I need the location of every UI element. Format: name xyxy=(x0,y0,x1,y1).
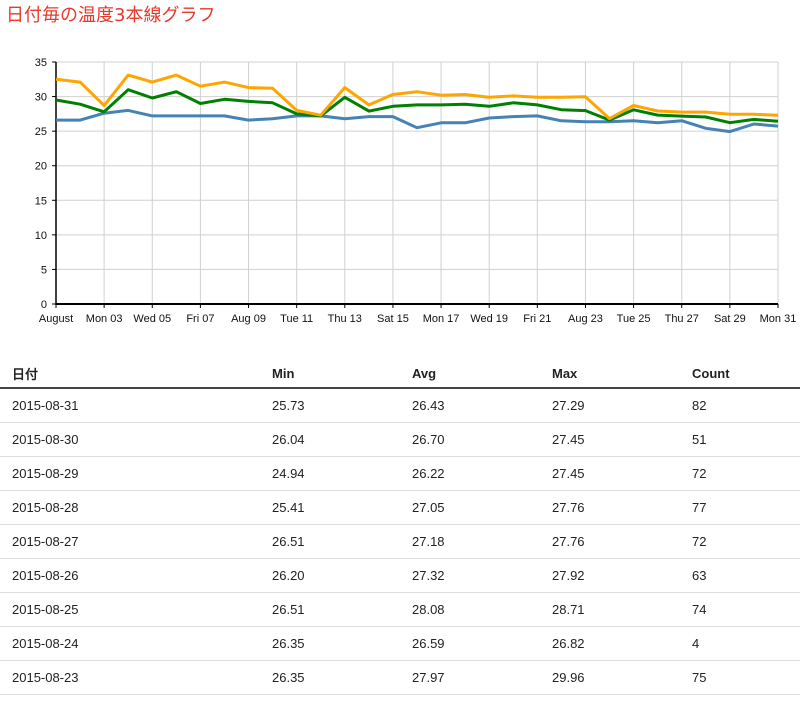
header-date: 日付 xyxy=(0,360,260,389)
table-row: 2015-08-25 26.51 28.08 28.71 74 xyxy=(0,592,800,627)
x-tick-label: Aug 09 xyxy=(231,313,266,325)
cell-max: 27.29 xyxy=(540,388,680,423)
cell-max: 27.45 xyxy=(540,422,680,457)
x-tick-label: Wed 05 xyxy=(133,313,171,325)
header-min: Min xyxy=(260,360,400,389)
y-tick-label: 35 xyxy=(35,57,47,69)
cell-avg: 26.43 xyxy=(400,388,540,423)
x-tick-label: Wed 19 xyxy=(470,313,508,325)
cell-min: 25.73 xyxy=(260,388,400,423)
cell-count: 72 xyxy=(680,524,800,559)
cell-count: 72 xyxy=(680,456,800,491)
cell-count: 63 xyxy=(680,558,800,593)
cell-date: 2015-08-31 xyxy=(0,388,260,423)
cell-avg: 27.18 xyxy=(400,524,540,559)
cell-min: 26.51 xyxy=(260,524,400,559)
y-tick-label: 30 xyxy=(35,92,47,104)
y-tick-label: 10 xyxy=(35,230,47,242)
cell-min: 26.35 xyxy=(260,626,400,661)
cell-avg: 26.70 xyxy=(400,422,540,457)
x-tick-label: Mon 17 xyxy=(423,313,460,325)
cell-avg: 27.05 xyxy=(400,490,540,525)
cell-avg: 28.08 xyxy=(400,592,540,627)
cell-count: 4 xyxy=(680,626,800,661)
cell-min: 26.20 xyxy=(260,558,400,593)
cell-max: 26.82 xyxy=(540,626,680,661)
cell-min: 26.35 xyxy=(260,660,400,695)
cell-date: 2015-08-28 xyxy=(0,490,260,525)
daily-stats-table: 日付 Min Avg Max Count 2015-08-31 25.73 26.4… xyxy=(0,360,800,695)
cell-date: 2015-08-30 xyxy=(0,422,260,457)
y-tick-label: 15 xyxy=(35,195,47,207)
header-avg: Avg xyxy=(400,360,540,389)
cell-max: 27.76 xyxy=(540,490,680,525)
cell-avg: 26.59 xyxy=(400,626,540,661)
table-row: 2015-08-24 26.35 26.59 26.82 4 xyxy=(0,626,800,661)
table-header-row: 日付 Min Avg Max Count xyxy=(0,360,800,389)
x-tick-label: Aug 23 xyxy=(568,313,603,325)
cell-date: 2015-08-23 xyxy=(0,660,260,695)
cell-max: 27.92 xyxy=(540,558,680,593)
cell-date: 2015-08-24 xyxy=(0,626,260,661)
x-tick-label: Mon 31 xyxy=(760,313,797,325)
y-tick-label: 25 xyxy=(35,126,47,138)
cell-avg: 27.97 xyxy=(400,660,540,695)
page-title: 日付毎の温度3本線グラフ xyxy=(6,5,216,26)
cell-count: 75 xyxy=(680,660,800,695)
table-body: 2015-08-31 25.73 26.43 27.29 82 2015-08-30 26.… xyxy=(0,388,800,695)
header-max: Max xyxy=(540,360,680,389)
y-tick-label: 20 xyxy=(35,161,47,173)
header-count: Count xyxy=(680,360,800,389)
cell-date: 2015-08-25 xyxy=(0,592,260,627)
x-tick-label: Thu 27 xyxy=(665,313,699,325)
x-tick-label: Thu 13 xyxy=(328,313,362,325)
x-tick-label: Mon 03 xyxy=(86,313,123,325)
cell-max: 27.76 xyxy=(540,524,680,559)
x-tick-label: Sat 15 xyxy=(377,313,409,325)
y-tick-label: 5 xyxy=(41,264,47,276)
series-line-2 xyxy=(55,88,779,125)
x-tick-label: Fri 21 xyxy=(523,313,551,325)
cell-min: 24.94 xyxy=(260,456,400,491)
cell-min: 26.04 xyxy=(260,422,400,457)
series-line-1 xyxy=(56,108,779,134)
table-row: 2015-08-28 25.41 27.05 27.76 77 xyxy=(0,490,800,525)
cell-max: 29.96 xyxy=(540,660,680,695)
x-tick-label: Tue 11 xyxy=(280,313,313,325)
table-row: 2015-08-27 26.51 27.18 27.76 72 xyxy=(0,524,800,559)
table-row: 2015-08-26 26.20 27.32 27.92 63 xyxy=(0,558,800,593)
cell-date: 2015-08-26 xyxy=(0,558,260,593)
table-row: 2015-08-31 25.73 26.43 27.29 82 xyxy=(0,388,800,423)
table-row: 2015-08-23 26.35 27.97 29.96 75 xyxy=(0,660,800,695)
table-row: 2015-08-29 24.94 26.22 27.45 72 xyxy=(0,456,800,491)
x-tick-label: Fri 07 xyxy=(186,313,214,325)
y-tick-label: 0 xyxy=(41,299,47,311)
x-tick-label: Tue 25 xyxy=(617,313,651,325)
temperature-line-chart: 0 5 10 15 20 25 30 35 August Mon 03 Wed 05 Fri 07 Au… xyxy=(35,57,797,325)
cell-count: 51 xyxy=(680,422,800,457)
cell-max: 27.45 xyxy=(540,456,680,491)
x-tick-label: August xyxy=(39,313,73,325)
cell-min: 25.41 xyxy=(260,490,400,525)
cell-avg: 27.32 xyxy=(400,558,540,593)
cell-date: 2015-08-29 xyxy=(0,456,260,491)
cell-max: 28.71 xyxy=(540,592,680,627)
series-line-3 xyxy=(55,73,779,121)
table-row: 2015-08-30 26.04 26.70 27.45 51 xyxy=(0,422,800,457)
cell-count: 77 xyxy=(680,490,800,525)
cell-count: 82 xyxy=(680,388,800,423)
cell-date: 2015-08-27 xyxy=(0,524,260,559)
x-tick-label: Sat 29 xyxy=(714,313,746,325)
cell-avg: 26.22 xyxy=(400,456,540,491)
cell-min: 26.51 xyxy=(260,592,400,627)
cell-count: 74 xyxy=(680,592,800,627)
